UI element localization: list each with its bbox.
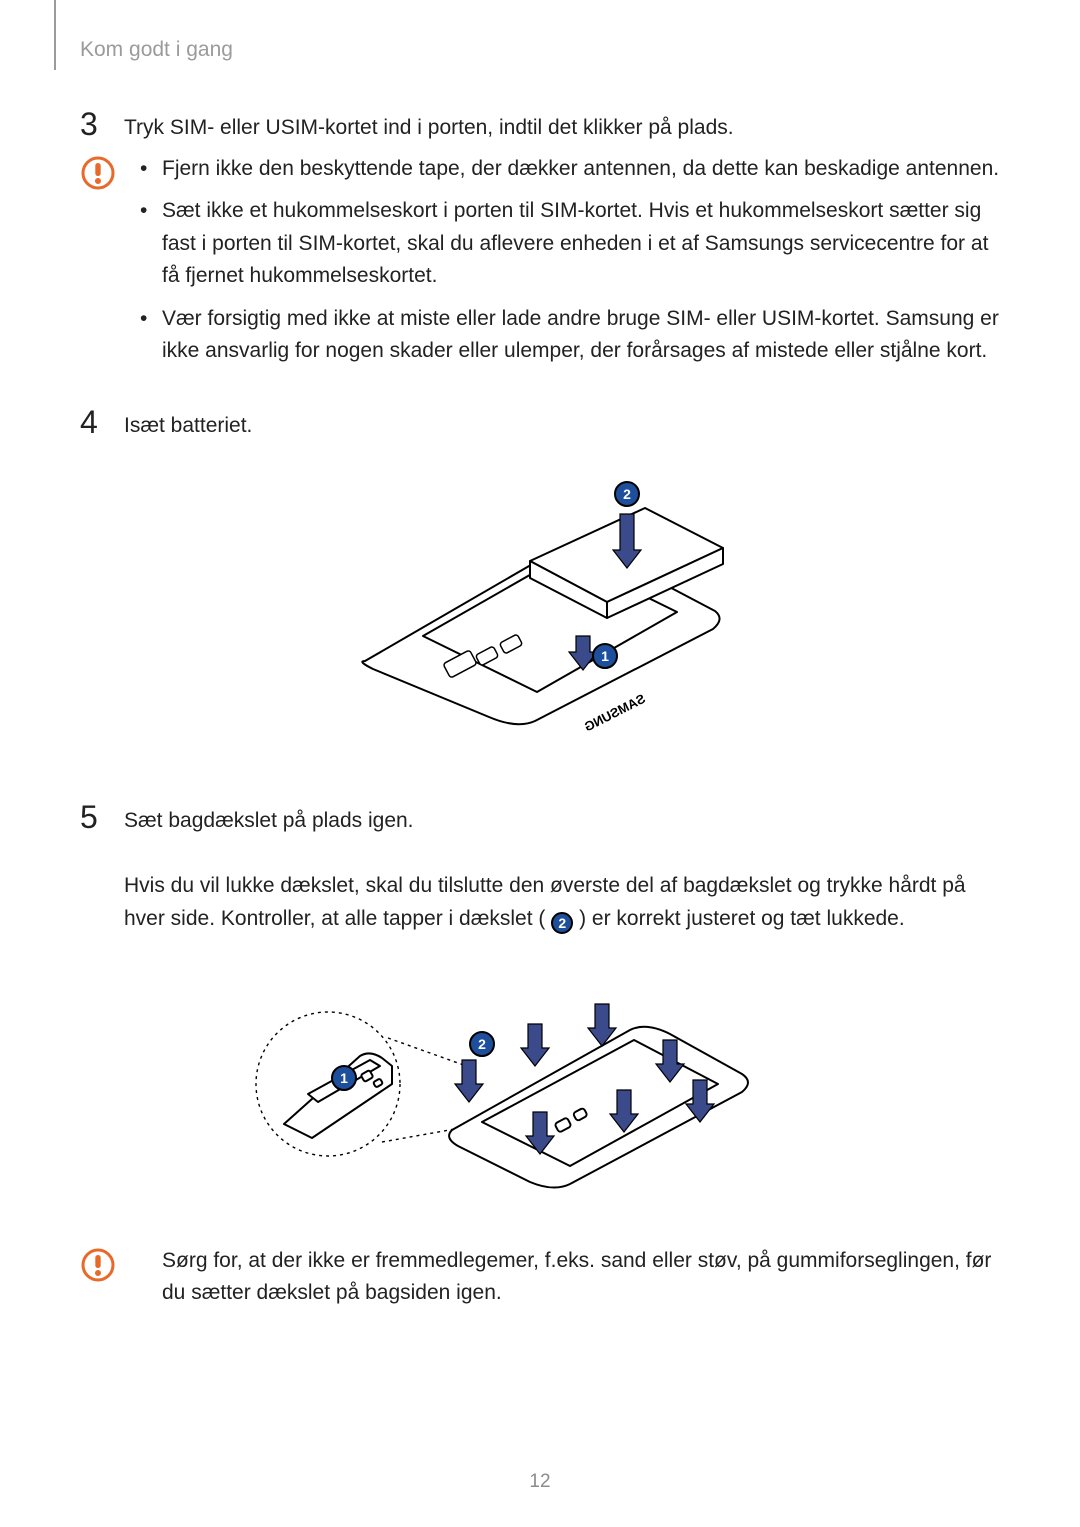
caution-2-text: Sørg for, at der ikke er fremmedlegemer,… <box>124 1245 1000 1310</box>
caution-callout-2-body: Sørg for, at der ikke er fremmedlegemer,… <box>124 1245 1000 1310</box>
step-3-text: Tryk SIM- eller USIM-kortet ind i porten… <box>124 108 1000 145</box>
caution-list: Fjern ikke den beskyttende tape, der dæk… <box>124 153 1000 368</box>
step-5: 5 Sæt bagdækslet på plads igen. Hvis du … <box>80 801 1000 935</box>
svg-text:2: 2 <box>623 486 631 502</box>
step-5-body-after: ) er korrekt justeret og tæt lukkede. <box>579 907 905 930</box>
caution-item: Vær forsigtig med ikke at miste eller la… <box>162 303 1000 368</box>
step-4: 4 Isæt batteriet. <box>80 406 1000 443</box>
step-4-text: Isæt batteriet. <box>124 406 1000 443</box>
caution-icon <box>80 153 124 196</box>
step-5-lead: Sæt bagdækslet på plads igen. <box>124 809 414 832</box>
caution-item: Sæt ikke et hukommelseskort i porten til… <box>162 195 1000 293</box>
svg-text:1: 1 <box>340 1070 348 1086</box>
figure-cover-press: 12 <box>80 960 1000 1205</box>
page-number: 12 <box>0 1471 1080 1493</box>
step-3: 3 Tryk SIM- eller USIM-kortet ind i port… <box>80 108 1000 145</box>
step-3-number: 3 <box>80 108 124 140</box>
breadcrumb: Kom godt i gang <box>80 0 1000 62</box>
caution-icon <box>80 1245 124 1288</box>
caution-callout-2: Sørg for, at der ikke er fremmedlegemer,… <box>80 1245 1000 1310</box>
figure-battery-insert: SAMSUNG 1 2 <box>80 466 1000 761</box>
svg-text:SAMSUNG: SAMSUNG <box>582 691 648 735</box>
svg-text:1: 1 <box>601 648 609 664</box>
step-5-text: Sæt bagdækslet på plads igen. Hvis du vi… <box>124 801 1000 935</box>
page: Kom godt i gang 3 Tryk SIM- eller USIM-k… <box>0 0 1080 1527</box>
caution-item: Fjern ikke den beskyttende tape, der dæk… <box>162 153 1000 186</box>
side-rule <box>54 0 56 70</box>
svg-text:2: 2 <box>478 1036 486 1052</box>
caution-callout-1-body: Fjern ikke den beskyttende tape, der dæk… <box>124 153 1000 378</box>
caution-callout-1: Fjern ikke den beskyttende tape, der dæk… <box>80 153 1000 378</box>
step-5-number: 5 <box>80 801 124 833</box>
step-4-number: 4 <box>80 406 124 438</box>
inline-badge-2: 2 <box>551 912 573 934</box>
